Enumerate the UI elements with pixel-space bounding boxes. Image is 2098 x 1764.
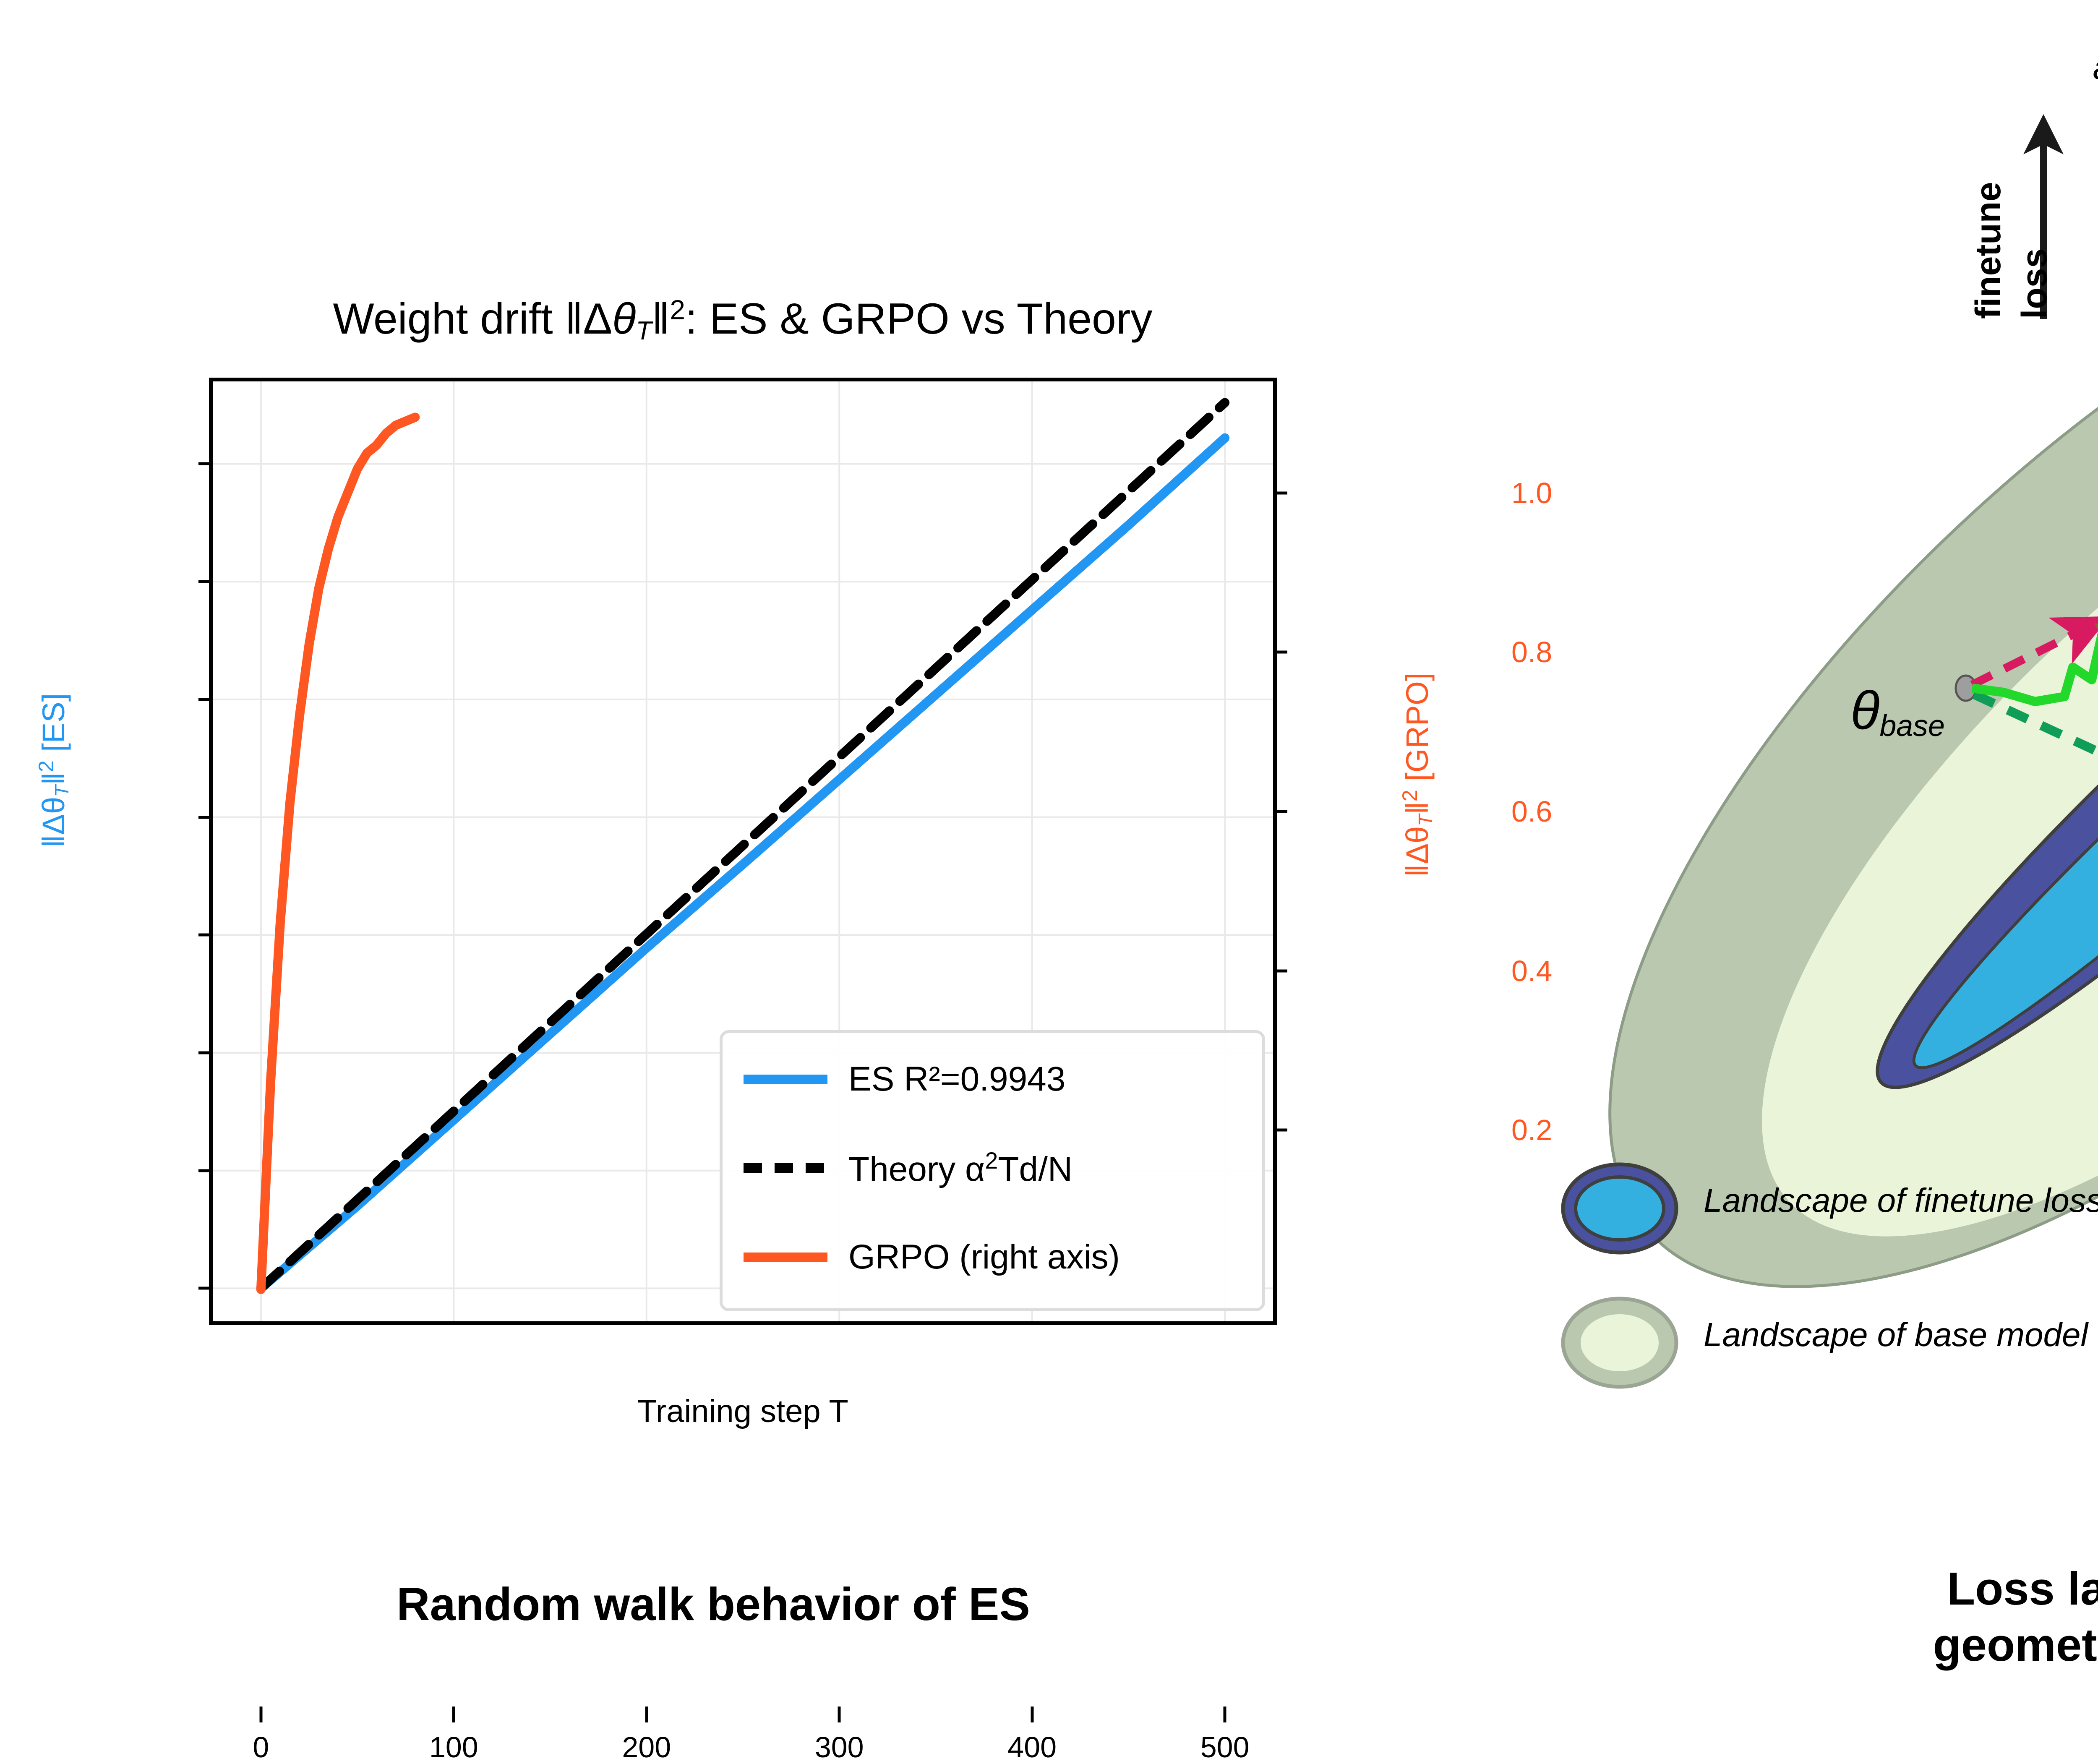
- y-axis-right-tick-mark: [1273, 810, 1287, 813]
- x-axis-tick-label: 100: [429, 1731, 478, 1764]
- annotation-sharper-curvature: [2023, 114, 2064, 319]
- y-axis-right-tick-label: 0.4: [1511, 954, 1553, 987]
- x-axis-tick-mark: [452, 1707, 455, 1722]
- x-axis-tick-label: 200: [622, 1731, 671, 1764]
- right-schematic-panel: finetune loss Sharper curvature along θG…: [1427, 0, 2098, 1748]
- y-axis-right-tick-mark: [1273, 1128, 1287, 1132]
- legend-item-es[interactable]: ES R²=0.9943: [744, 1037, 1065, 1121]
- gd-direction-arrow: [1970, 616, 2098, 689]
- finetune-loss-axis-label-line2: loss: [2014, 248, 2054, 319]
- series-line-theory: [256, 398, 1230, 1293]
- y-axis-left-tick-mark: [198, 816, 213, 819]
- legend-swatch-theory: [744, 1163, 827, 1173]
- series-line-es: [256, 433, 1230, 1293]
- legend-swatch-es: [744, 1075, 827, 1084]
- legend-label-theory: Theory α2Td/N: [848, 1148, 1073, 1188]
- legend-item-theory[interactable]: Theory α2Td/N: [744, 1126, 1072, 1210]
- title-subscript: T: [636, 316, 652, 345]
- x-axis-tick-mark: [259, 1707, 263, 1722]
- es-random-walk-path: [1971, 631, 2098, 706]
- x-axis-tick-label: 300: [814, 1731, 864, 1764]
- left-chart-panel: Weight drift ‖ΔθT‖2: ES & GRPO vs Theory…: [34, 294, 1552, 1764]
- annotation-sharper-text: Sharper curvature along θGD and θbase: [2081, 8, 2098, 89]
- theta-base-label: θbase: [1850, 681, 1945, 743]
- schematic-legend-label-base: Landscape of base model loss: [1704, 1316, 2098, 1353]
- chart-title: Weight drift ‖ΔθT‖2: ES & GRPO vs Theory: [333, 294, 1153, 345]
- y-axis-right-tick-mark: [1273, 650, 1287, 654]
- x-axis-tick-label: 500: [1200, 1731, 1250, 1764]
- chart-legend: ES R²=0.9943 Theory α2Td/N GRPO (right a…: [720, 1030, 1265, 1311]
- y-axis-right-tick-mark: [1273, 969, 1287, 973]
- y-axis-right-tick-mark: [1273, 491, 1287, 495]
- x-axis-tick-label: 0: [253, 1731, 269, 1764]
- right-panel-caption: Loss landscape schematic and geometry of…: [1933, 1563, 2098, 1671]
- y-axis-right-tick-label: 0.6: [1511, 795, 1553, 828]
- y-axis-left-tick-mark: [198, 1286, 213, 1290]
- legend-item-grpo[interactable]: GRPO (right axis): [744, 1215, 1120, 1299]
- y-axis-right-tick-label: 0.8: [1511, 636, 1553, 669]
- schematic-legend-markers: [1561, 1162, 1678, 1389]
- x-axis-label: Training step T: [637, 1393, 848, 1429]
- x-axis-tick-mark: [645, 1707, 648, 1722]
- y-axis-left-tick-mark: [198, 1051, 213, 1054]
- legend-finetune-inner: [1574, 1175, 1665, 1242]
- left-panel-caption: Random walk behavior of ES: [397, 1579, 1030, 1630]
- x-axis-tick-mark: [1031, 1707, 1034, 1722]
- x-axis-tick-mark: [1223, 1707, 1226, 1722]
- finetune-loss-axis-label-line1: finetune: [1968, 182, 2008, 319]
- title-superscript: 2: [670, 294, 685, 325]
- y-axis-left-tick-mark: [198, 698, 213, 701]
- y-axis-left-label: ‖ΔθT‖2 [ES]: [34, 693, 73, 848]
- loss-landscape-schematic: [1561, 114, 2098, 1389]
- legend-swatch-grpo: [744, 1253, 827, 1262]
- legend-base-inner: [1577, 1311, 1662, 1375]
- y-axis-left-tick-mark: [198, 462, 213, 465]
- schematic-legend-label-finetune: Landscape of finetune loss: [1704, 1182, 2098, 1219]
- x-axis-tick-label: 400: [1007, 1731, 1057, 1764]
- y-axis-left-tick-mark: [198, 1169, 213, 1172]
- series-line-grpo: [256, 412, 420, 1294]
- x-axis-tick-mark: [838, 1707, 841, 1722]
- finetune-loss-inner-ellipse: [1912, 449, 2098, 1070]
- y-axis-right-tick-label: 1.0: [1511, 476, 1553, 509]
- y-axis-left-tick-mark: [198, 933, 213, 937]
- y-axis-right-tick-label: 0.2: [1511, 1114, 1553, 1147]
- title-theta: θ: [612, 295, 636, 343]
- y-axis-left-tick-mark: [198, 580, 213, 583]
- legend-label-es: ES R²=0.9943: [848, 1060, 1066, 1098]
- legend-label-grpo: GRPO (right axis): [848, 1238, 1120, 1276]
